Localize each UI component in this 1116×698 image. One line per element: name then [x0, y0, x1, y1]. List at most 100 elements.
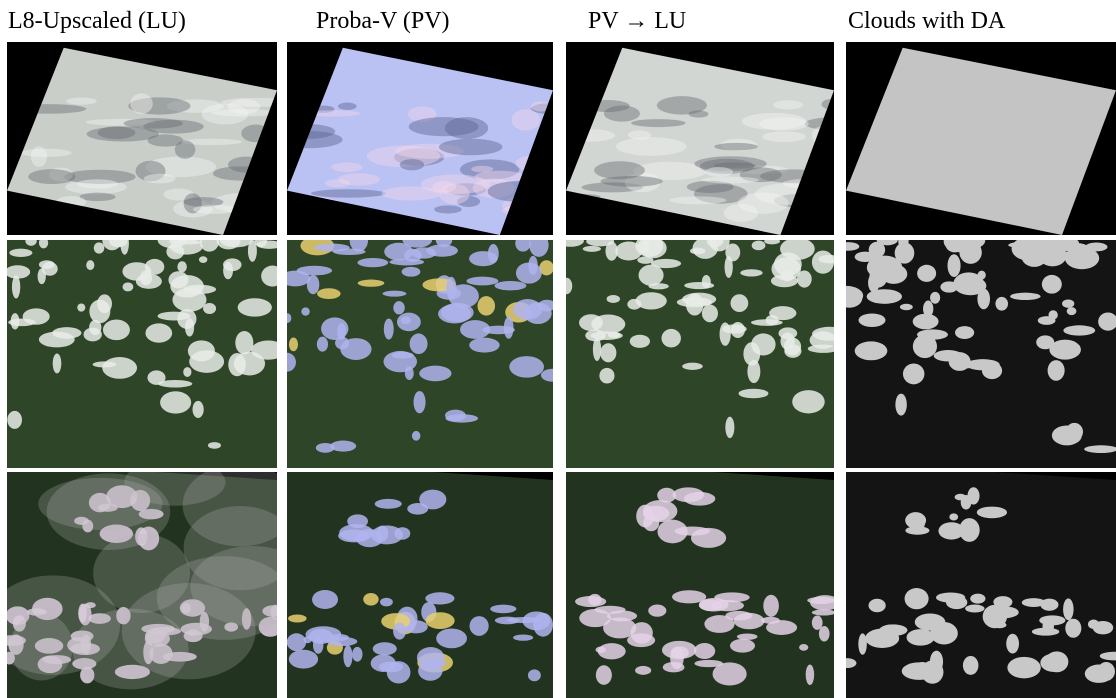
cloud: [338, 529, 370, 542]
image-panel: [846, 42, 1116, 235]
cloud-mask: [1093, 621, 1113, 634]
cloud: [586, 236, 614, 246]
cloud-texture: [31, 146, 47, 167]
cloud: [193, 401, 204, 418]
cloud-mask: [940, 281, 957, 292]
cloud: [317, 337, 328, 352]
cloud-mask: [1040, 599, 1058, 611]
cloud-mask: [913, 335, 937, 359]
cloud-texture: [77, 179, 118, 188]
cloud-mask: [905, 512, 926, 528]
cloud-mask: [946, 596, 967, 609]
cloud: [657, 520, 687, 544]
cloud: [375, 499, 402, 509]
cloud-texture: [439, 184, 469, 204]
cloud-texture: [616, 137, 686, 156]
image-panel: [566, 472, 840, 698]
cloud: [393, 622, 406, 639]
cloud: [637, 256, 653, 263]
cloud: [228, 353, 246, 376]
cloud: [490, 605, 516, 614]
cloud: [9, 249, 32, 257]
cloud: [780, 333, 794, 350]
cloud-texture: [669, 196, 726, 204]
cloud: [7, 411, 22, 429]
cloud: [203, 303, 216, 314]
cloud: [404, 249, 422, 262]
cloud-mask: [898, 234, 908, 249]
cloud: [731, 322, 745, 338]
cloud-mask: [914, 662, 930, 676]
cloud-mask: [955, 494, 967, 501]
cloud-texture: [382, 186, 442, 200]
cloud: [702, 275, 711, 288]
cloud: [737, 633, 758, 639]
cloud: [730, 639, 755, 653]
cloud: [686, 293, 704, 315]
cloud: [289, 650, 318, 669]
cloud-mask: [977, 288, 990, 309]
cloud: [289, 337, 298, 351]
cloud-mask: [963, 656, 979, 675]
cloud: [691, 528, 726, 548]
cloud: [199, 256, 207, 263]
cloud-mask: [858, 313, 885, 326]
image-panel: [0, 459, 314, 698]
cloud: [495, 617, 520, 625]
cloud: [189, 350, 224, 373]
cloud: [297, 266, 333, 276]
cloud: [314, 244, 349, 252]
cloud: [806, 664, 815, 685]
cloud-texture: [702, 177, 759, 184]
cloud-mask: [1006, 634, 1019, 654]
cloud-texture: [471, 166, 493, 173]
cloud-mask: [869, 599, 886, 612]
cloud-mask: [1048, 360, 1065, 381]
cloud: [352, 647, 362, 662]
cloud: [220, 233, 252, 247]
cloud: [808, 345, 839, 353]
cloud-texture: [175, 140, 196, 158]
cloud-mask: [1036, 335, 1054, 349]
cloud: [417, 647, 445, 668]
cloud-mask: [1065, 619, 1081, 638]
cloud: [287, 633, 306, 651]
cloud: [329, 634, 349, 641]
cloud-mask: [869, 266, 887, 288]
cloud: [425, 612, 454, 629]
cloud-mask: [1032, 628, 1059, 636]
cloud-mask: [1066, 423, 1083, 441]
cloud-texture: [409, 117, 479, 136]
column-title: PV → LU: [588, 8, 686, 34]
cloud: [702, 305, 718, 323]
cloud-texture: [762, 131, 806, 142]
cloud: [446, 277, 456, 300]
cloud: [725, 256, 733, 278]
cloud: [235, 331, 253, 355]
cloud: [627, 633, 655, 647]
cloud-mask: [917, 265, 936, 282]
cloud: [169, 238, 203, 244]
cloud-mask: [965, 605, 984, 613]
cloud: [436, 628, 467, 648]
cloud: [312, 590, 338, 609]
cloud-mask: [977, 507, 1007, 519]
cloud-texture: [724, 204, 758, 222]
cloud: [380, 598, 393, 607]
cloud: [807, 597, 835, 604]
cloud: [248, 240, 257, 262]
image-panel: [287, 472, 553, 698]
cloud: [529, 233, 548, 257]
cloud-texture: [657, 96, 707, 114]
cloud-mask: [1038, 316, 1056, 325]
cloud: [513, 299, 542, 320]
cloud-mask: [967, 487, 979, 504]
cloud: [405, 366, 414, 380]
cloud-mask: [1010, 293, 1041, 300]
cloud: [39, 332, 75, 348]
cloud-texture: [773, 100, 803, 109]
cloud: [397, 313, 421, 332]
cloud: [337, 323, 346, 340]
cloud: [523, 611, 551, 630]
cloud: [739, 389, 769, 399]
